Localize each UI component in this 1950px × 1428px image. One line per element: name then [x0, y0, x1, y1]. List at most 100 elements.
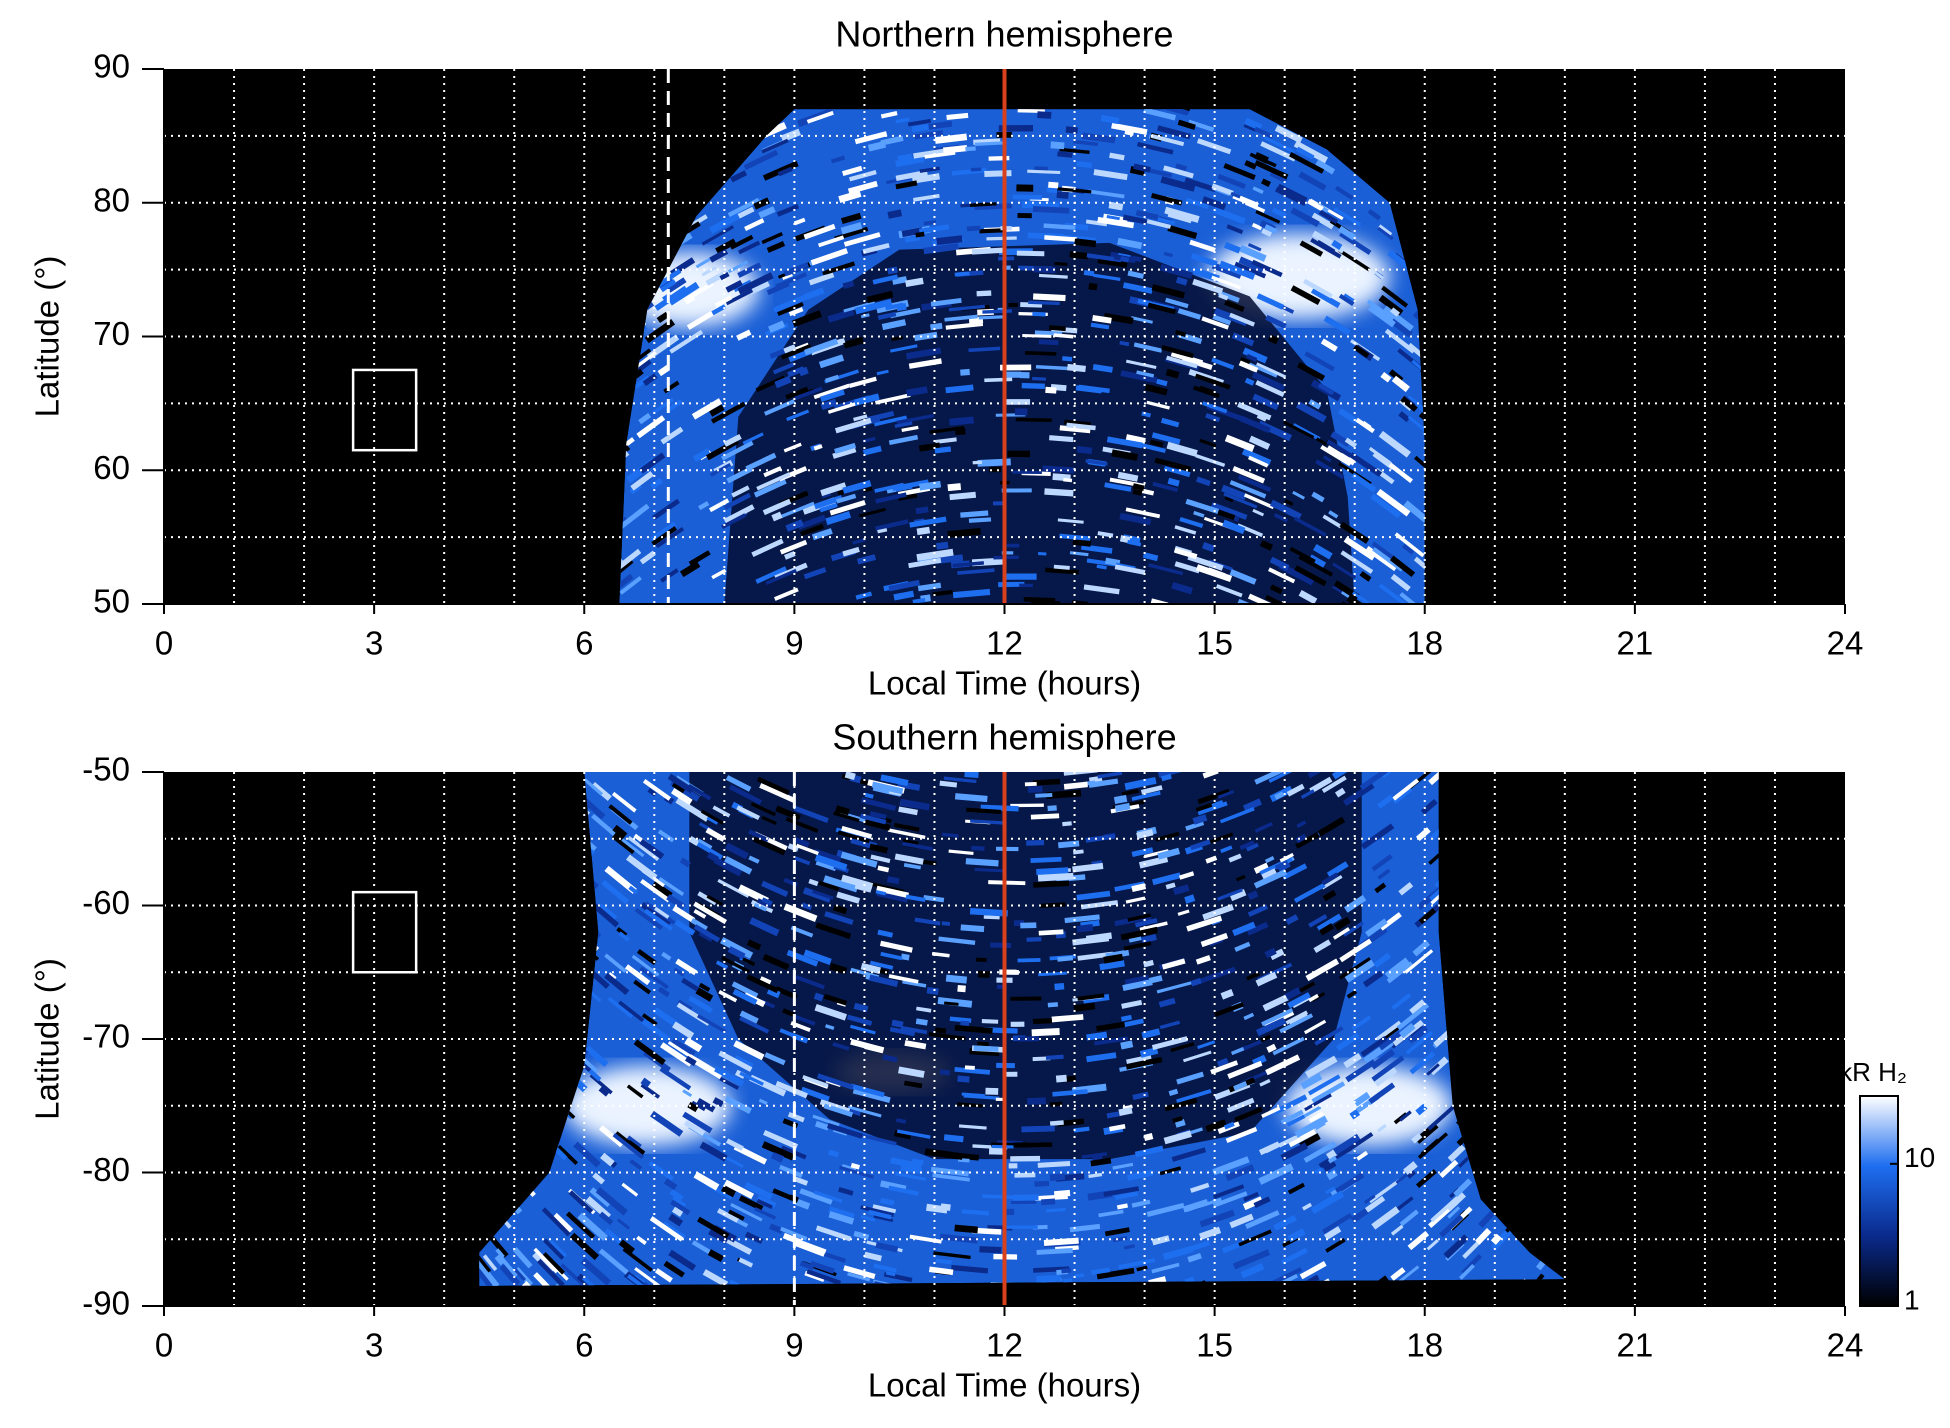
- texture-streak: [955, 1228, 978, 1230]
- texture-streak: [773, 515, 782, 519]
- texture-streak: [1132, 886, 1145, 889]
- texture-streak: [1070, 254, 1088, 256]
- texture-streak: [1115, 798, 1127, 800]
- texture-streak: [958, 988, 966, 989]
- texture-streak: [815, 996, 823, 999]
- texture-streak: [1177, 280, 1187, 283]
- texture-streak: [916, 234, 925, 235]
- texture-streak: [854, 1233, 868, 1237]
- texture-streak: [878, 868, 889, 870]
- texture-streak: [1261, 543, 1271, 548]
- texture-streak: [937, 545, 949, 546]
- texture-streak: [1048, 808, 1057, 809]
- texture-streak: [971, 169, 981, 170]
- texture-streak: [1062, 358, 1072, 359]
- x-tick-label: 24: [1827, 625, 1864, 662]
- texture-streak: [1159, 1001, 1174, 1005]
- colorbar-tick-label: 1: [1904, 1284, 1920, 1315]
- texture-streak: [920, 484, 941, 487]
- x-tick-label: 12: [986, 625, 1023, 662]
- texture-streak: [1067, 425, 1096, 428]
- texture-streak: [1169, 1091, 1177, 1093]
- texture-streak: [1037, 115, 1051, 116]
- texture-streak: [946, 387, 974, 390]
- texture-streak: [1054, 335, 1074, 337]
- colorbar: [1860, 1096, 1898, 1306]
- texture-streak: [1032, 379, 1046, 380]
- texture-streak: [975, 869, 1003, 870]
- texture-streak: [1086, 935, 1111, 939]
- texture-streak: [809, 881, 818, 884]
- texture-streak: [1141, 1050, 1158, 1054]
- texture-streak: [1020, 305, 1042, 306]
- texture-streak: [1050, 1177, 1065, 1178]
- texture-streak: [1098, 533, 1113, 535]
- texture-streak: [1050, 1123, 1064, 1124]
- texture-streak: [1057, 154, 1072, 155]
- y-tick-label: 80: [93, 181, 130, 218]
- texture-streak: [1022, 386, 1045, 387]
- texture-streak: [886, 1273, 895, 1275]
- texture-streak: [894, 594, 914, 598]
- texture-streak: [1176, 166, 1186, 169]
- texture-streak: [975, 143, 1004, 144]
- texture-streak: [1246, 380, 1254, 383]
- texture-streak: [1458, 755, 1476, 773]
- texture-streak: [1142, 937, 1156, 940]
- x-tick-label: 24: [1827, 1327, 1864, 1364]
- texture-streak: [1218, 1060, 1228, 1064]
- texture-streak: [1035, 332, 1062, 333]
- texture-streak: [891, 337, 902, 339]
- texture-streak: [901, 1167, 922, 1171]
- texture-streak: [935, 449, 951, 451]
- texture-streak: [961, 927, 984, 929]
- texture-streak: [978, 974, 989, 975]
- texture-streak: [1054, 567, 1070, 568]
- texture-streak: [984, 917, 1000, 918]
- texture-streak: [1073, 541, 1091, 543]
- texture-streak: [1044, 226, 1076, 228]
- texture-streak: [935, 439, 956, 442]
- texture-streak: [965, 1067, 975, 1068]
- texture-streak: [1109, 1126, 1125, 1129]
- x-tick-label: 9: [785, 1327, 803, 1364]
- y-tick-label: -80: [82, 1151, 130, 1188]
- texture-streak: [1093, 367, 1112, 370]
- texture-streak: [1018, 960, 1041, 961]
- texture-streak: [982, 1021, 998, 1022]
- texture-streak: [714, 1100, 723, 1105]
- texture-streak: [1074, 1006, 1095, 1008]
- texture-streak: [940, 1072, 950, 1073]
- texture-streak: [1049, 438, 1073, 440]
- texture-streak: [1109, 205, 1123, 207]
- texture-streak: [929, 124, 952, 127]
- texture-streak: [952, 170, 987, 173]
- y-tick-label: -60: [82, 884, 130, 921]
- texture-streak: [1036, 870, 1068, 872]
- texture-streak: [1162, 776, 1172, 779]
- texture-streak: [917, 530, 930, 532]
- texture-streak: [1039, 342, 1059, 343]
- texture-streak: [955, 431, 965, 432]
- texture-streak: [1032, 1031, 1060, 1032]
- texture-streak: [971, 848, 984, 849]
- texture-streak: [865, 795, 873, 797]
- texture-streak: [1061, 1270, 1071, 1271]
- texture-streak: [933, 592, 953, 594]
- texture-streak: [1093, 318, 1112, 321]
- texture-streak: [888, 213, 901, 216]
- texture-streak: [1176, 332, 1186, 335]
- texture-streak: [814, 446, 822, 449]
- texture-streak: [870, 847, 887, 851]
- texture-streak: [929, 1269, 953, 1272]
- texture-streak: [976, 960, 987, 961]
- texture-streak: [935, 137, 966, 141]
- texture-streak: [1048, 1004, 1058, 1005]
- texture-streak: [913, 600, 925, 602]
- texture-streak: [1056, 1078, 1066, 1079]
- texture-streak: [1064, 769, 1098, 772]
- texture-streak: [897, 306, 906, 308]
- texture-streak: [1054, 1193, 1070, 1194]
- texture-streak: [907, 390, 928, 393]
